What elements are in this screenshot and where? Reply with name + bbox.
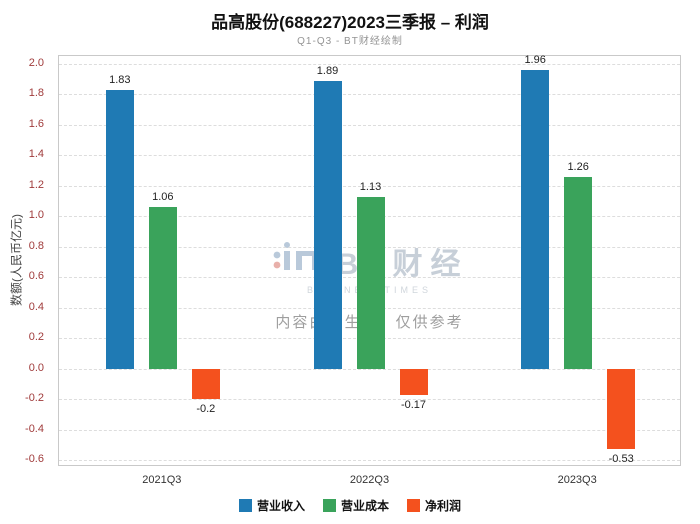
legend-swatch	[407, 499, 420, 512]
bar-value-label: 1.26	[567, 160, 589, 173]
gridline	[59, 124, 680, 126]
gridline	[59, 185, 680, 187]
gridline	[59, 460, 680, 461]
bar-营业收入-2022Q3	[313, 80, 342, 369]
y-axis-tick-label: 1.0	[28, 209, 44, 222]
bar-value-label: 1.83	[109, 73, 131, 86]
bar-value-label: 1.96	[524, 54, 546, 67]
bar-净利润-2021Q3	[191, 368, 220, 400]
bar-净利润-2023Q3	[607, 368, 636, 450]
bar-value-label: -0.17	[400, 398, 427, 411]
legend-label: 净利润	[425, 499, 462, 513]
bar-营业收入-2023Q3	[521, 70, 550, 369]
bar-value-label: -0.53	[608, 453, 634, 466]
legend-item-净利润: 净利润	[407, 497, 461, 514]
y-axis-tick-label: 1.6	[28, 117, 44, 130]
y-axis-tick-label: 1.8	[28, 87, 44, 100]
x-axis-tick-label: 2023Q3	[557, 474, 597, 486]
x-axis-tick-label: 2022Q3	[349, 474, 390, 486]
bar-value-label: -0.2	[196, 403, 216, 416]
legend-item-营业收入: 营业收入	[238, 497, 305, 514]
gridline	[59, 368, 680, 370]
y-axis: 2.0 1.8 1.6 1.4 1.2 1.0 0.8 0.6 0.4 0.2 0.0 -0.2 -0.…	[0, 55, 52, 466]
y-axis-tick-label: -0.2	[25, 392, 44, 405]
y-axis-tick-label: 0.4	[28, 300, 44, 313]
legend-swatch	[322, 499, 336, 512]
legend-item-营业成本: 营业成本	[322, 497, 389, 514]
legend-label: 营业成本	[340, 499, 389, 513]
y-axis-tick-label: 0.2	[28, 331, 44, 344]
y-axis-tick-label: -0.6	[25, 453, 44, 465]
legend-label: 营业收入	[256, 499, 305, 513]
legend-swatch	[238, 499, 252, 512]
y-axis-tick-label: -0.4	[25, 422, 44, 435]
gridline	[59, 94, 680, 96]
bar-营业成本-2022Q3	[356, 196, 385, 369]
y-axis-tick-label: 0.6	[28, 270, 44, 283]
y-axis-tick-label: 1.4	[28, 148, 44, 161]
gridline	[59, 64, 680, 65]
bar-营业收入-2021Q3	[105, 89, 134, 369]
legend: 营业收入 营业成本 净利润	[0, 497, 700, 514]
x-axis-tick-label: 2021Q3	[142, 474, 182, 486]
y-axis-tick-label: 0.8	[28, 239, 44, 252]
y-axis-tick-label: 0.0	[28, 361, 44, 374]
bar-营业成本-2021Q3	[148, 207, 177, 369]
bar-value-label: 1.06	[152, 191, 174, 204]
bar-value-label: 1.89	[316, 64, 339, 77]
gridline	[59, 399, 680, 401]
gridline	[59, 155, 680, 157]
bar-value-label: 1.13	[359, 180, 382, 193]
y-axis-tick-label: 2.0	[28, 57, 44, 69]
chart-subtitle: Q1-Q3 - BT财经绘制	[297, 36, 403, 47]
gridline	[59, 429, 680, 431]
bar-营业成本-2023Q3	[564, 176, 593, 369]
chart-title: 品高股份(688227)2023三季报 – 利润	[211, 13, 489, 32]
y-axis-tick-label: 1.2	[28, 178, 44, 191]
bar-净利润-2022Q3	[399, 368, 428, 395]
plot-area: BT财经 BUSINESSTIMES 内容由AI生成，仅供参考 1.831.06…	[58, 54, 681, 466]
